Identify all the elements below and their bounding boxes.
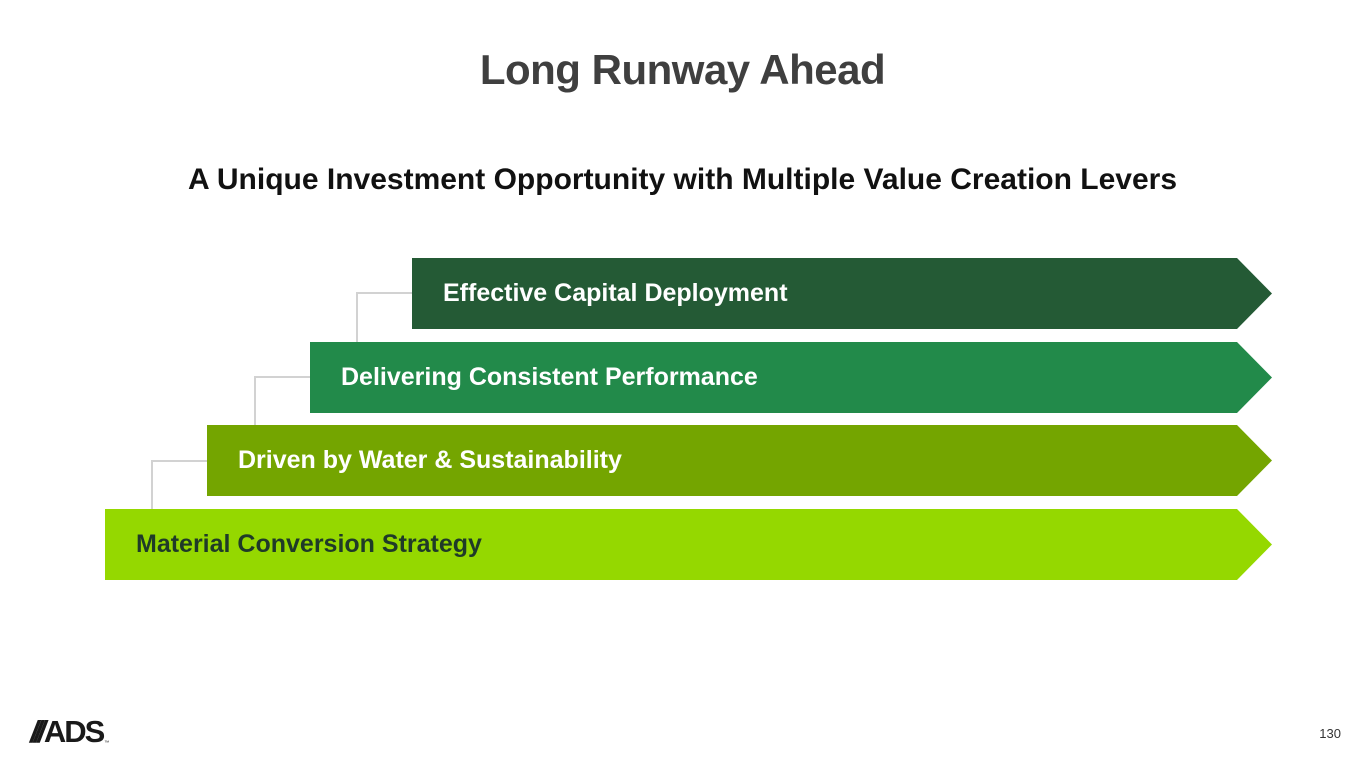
logo-text: ADS (43, 714, 105, 749)
slide-subtitle: A Unique Investment Opportunity with Mul… (187, 163, 1178, 196)
step-label: Effective Capital Deployment (443, 279, 788, 307)
step-connector (151, 460, 207, 509)
step-arrow-effective-capital-deployment: Effective Capital Deployment (412, 258, 1272, 329)
step-connector (356, 292, 412, 342)
slide-title: Long Runway Ahead (479, 46, 886, 93)
step-arrow-driven-by-water-sustainability: Driven by Water & Sustainability (207, 425, 1272, 496)
ads-logo: /// ADS ™ (30, 714, 109, 750)
step-arrow-delivering-consistent-performance: Delivering Consistent Performance (310, 342, 1272, 413)
logo-trademark: ™ (104, 740, 110, 746)
step-label: Driven by Water & Sustainability (238, 446, 622, 474)
step-arrow-material-conversion-strategy: Material Conversion Strategy (105, 509, 1272, 580)
step-connector (254, 376, 310, 425)
step-label: Delivering Consistent Performance (341, 363, 758, 391)
logo-slashes: /// (30, 714, 46, 749)
step-label: Material Conversion Strategy (136, 530, 482, 558)
page-number: 130 (1319, 726, 1341, 741)
